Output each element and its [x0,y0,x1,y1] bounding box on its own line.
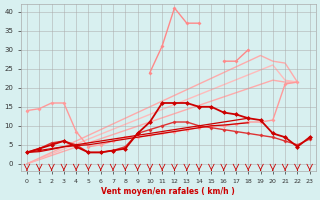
X-axis label: Vent moyen/en rafales ( km/h ): Vent moyen/en rafales ( km/h ) [101,187,235,196]
